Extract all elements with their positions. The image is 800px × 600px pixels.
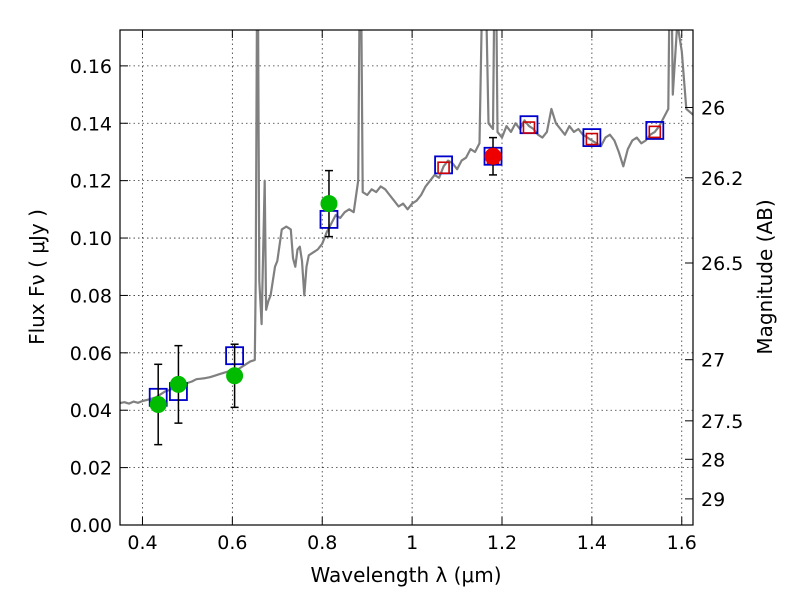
x-tick-label: 1.6: [667, 532, 697, 554]
observed-green-point: [320, 195, 338, 213]
synthetic-band-box: [585, 132, 599, 146]
observed-green-point: [149, 395, 167, 413]
right-tick-label: 27.5: [701, 411, 743, 433]
right-tick-label: 28: [701, 449, 725, 471]
synthetic-band-box: [522, 121, 536, 134]
tick-layer: 0.4 0.6 0.8 1 1.2 1.4 1.6 0.00 0.02 0.04 0.06 0.08 0…: [70, 30, 743, 554]
y-tick-label: 0.02: [70, 458, 112, 480]
synthetic-band-box: [648, 125, 662, 139]
model-spectrum-line: [120, 30, 693, 405]
observed-red-point: [484, 147, 502, 165]
observed-green-point: [169, 375, 187, 393]
plot-area: [120, 30, 693, 525]
right-tick-label: 27: [701, 350, 725, 372]
y-axis-label: Flux Fν ( μJy ): [25, 209, 49, 345]
x-tick-label: 1: [406, 532, 418, 554]
y-tick-label: 0.08: [70, 285, 112, 307]
y-tick-label: 0.04: [70, 400, 112, 422]
right-tick-label: 26.5: [701, 253, 743, 275]
y-tick-label: 0.16: [70, 56, 112, 78]
series-layer: [120, 30, 693, 405]
marker-layer: [148, 115, 665, 446]
x-tick-label: 0.6: [217, 532, 247, 554]
right-axis-label-text: Magnitude (AB): [753, 199, 777, 354]
model-band-box: [645, 121, 665, 140]
x-tick-label: 1.2: [487, 532, 517, 554]
x-tick-label: 1.4: [577, 532, 607, 554]
observed-green-point: [226, 367, 244, 385]
y-tick-label: 0.10: [70, 228, 112, 250]
right-tick-label: 26: [701, 97, 725, 119]
right-tick-label: 26.2: [701, 168, 743, 190]
x-axis-label: Wavelength λ (μm): [310, 563, 501, 587]
right-tick-label: 29: [701, 489, 725, 511]
y-axis-label-text: Flux Fν ( μJy ): [25, 209, 49, 345]
y-tick-label: 0.14: [70, 113, 112, 135]
x-tick-label: 0.4: [127, 532, 157, 554]
synthetic-band-box: [437, 161, 450, 175]
right-axis-label: Magnitude (AB): [753, 199, 777, 354]
x-tick-label: 0.8: [307, 532, 337, 554]
model-band-box: [582, 128, 602, 148]
plot-frame: [119, 29, 694, 526]
x-axis-label-text: Wavelength λ (μm): [310, 563, 501, 587]
y-tick-label: 0.00: [70, 515, 112, 537]
y-tick-label: 0.12: [70, 171, 112, 193]
y-tick-label: 0.06: [70, 343, 112, 365]
